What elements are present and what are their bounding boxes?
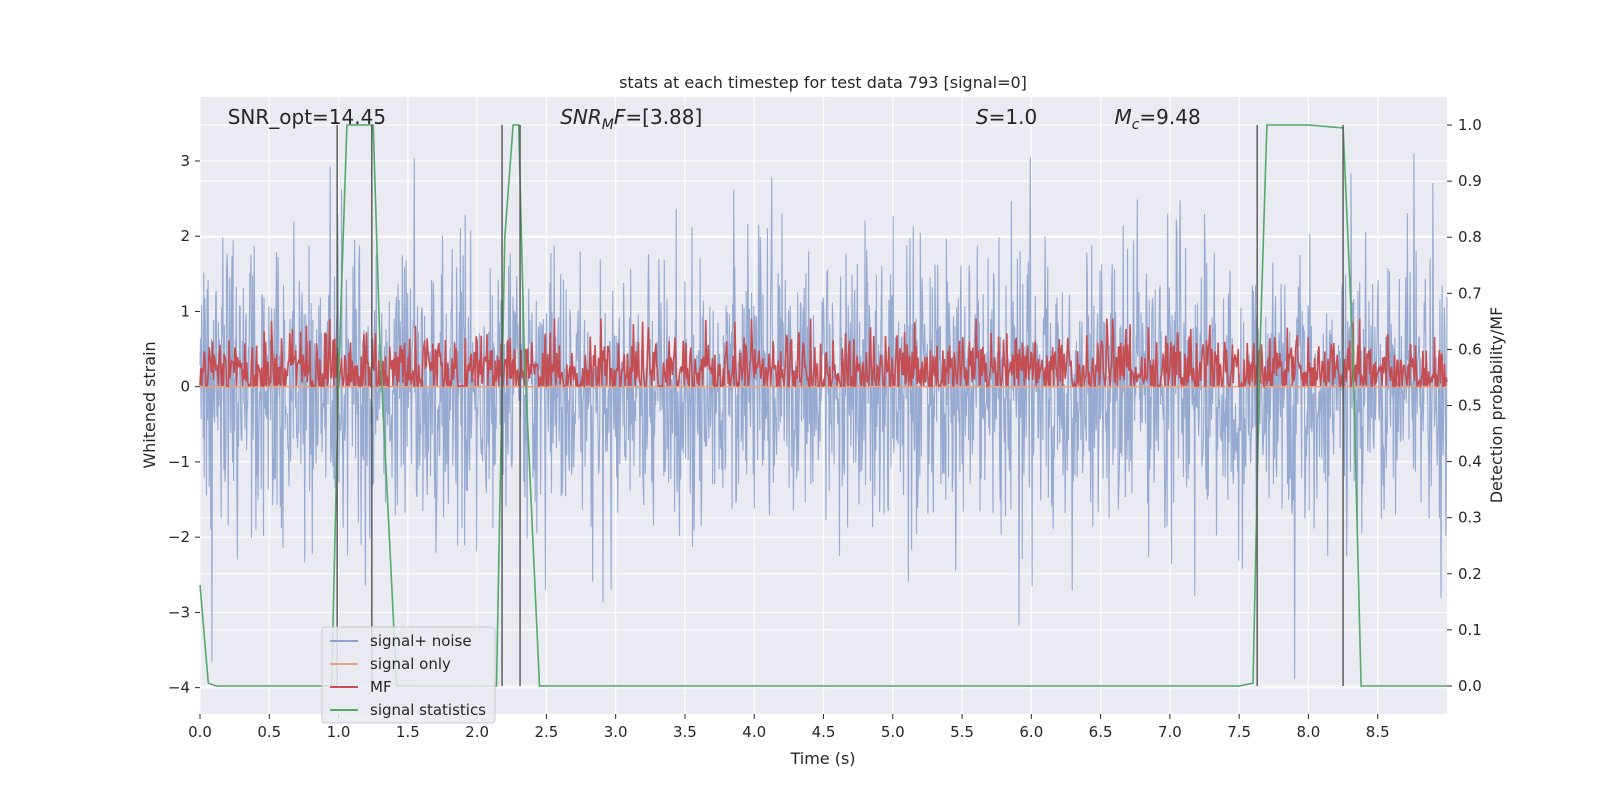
y-right-tick-label: 0.7 — [1458, 284, 1482, 302]
legend: signal+ noise signal only MF signal statist… — [321, 626, 496, 724]
x-tick-label: 5.5 — [950, 723, 974, 741]
x-tick-label: 3.5 — [673, 723, 697, 741]
y-tick-label: −4 — [168, 679, 190, 697]
legend-box — [321, 626, 496, 724]
y-ticks-right: 0.0 0.1 0.2 0.3 0.4 0.5 0.6 0.7 0.8 0.9 1.0 — [1447, 116, 1482, 695]
y-tick-label: 2 — [180, 227, 190, 245]
series-mf — [199, 318, 1448, 389]
grid — [199, 97, 1447, 714]
annotation: SNR_opt=14.45 — [228, 105, 386, 129]
y-tick-label: 0 — [180, 378, 190, 396]
y-right-tick-label: 0.9 — [1458, 172, 1482, 190]
legend-label: signal statistics — [370, 701, 486, 719]
x-tick-label: 4.0 — [742, 723, 766, 741]
series-layer — [199, 124, 1448, 687]
annotations: SNR_opt=14.45 SNRMF=[3.88] S=1.0 Mc=9.48 — [228, 105, 1201, 133]
series-signal-statistics — [199, 124, 1447, 687]
annotation-part: SNR_opt=14.45 — [228, 105, 386, 129]
annotation-part: SNR — [560, 105, 602, 129]
annotation-part: S — [976, 105, 989, 129]
x-tick-label: 8.5 — [1366, 723, 1390, 741]
x-tick-label: 2.0 — [465, 723, 489, 741]
y-right-tick-label: 0.1 — [1458, 621, 1482, 639]
y-right-tick-label: 0.2 — [1458, 565, 1482, 583]
legend-label: signal only — [370, 655, 451, 673]
y-right-tick-label: 0.8 — [1458, 228, 1482, 246]
x-ticks: 0.0 0.5 1.0 1.5 2.0 2.5 3.0 3.5 4.0 4.5 5.0 5.5 6.0 6… — [188, 714, 1390, 741]
y-tick-label: 1 — [180, 302, 190, 320]
y-tick-label: −2 — [168, 528, 190, 546]
x-tick-label: 0.0 — [188, 723, 212, 741]
x-tick-label: 7.0 — [1158, 723, 1182, 741]
y-axis-label: Whitened strain — [140, 341, 159, 468]
x-tick-label: 6.5 — [1089, 723, 1113, 741]
y-right-tick-label: 0.5 — [1458, 397, 1482, 415]
annotation: Mc=9.48 — [1114, 105, 1200, 133]
y-axis-label-right: Detection probability/MF — [1487, 307, 1506, 504]
x-tick-label: 6.0 — [1019, 723, 1043, 741]
y-right-tick-label: 0.0 — [1458, 677, 1482, 695]
x-tick-label: 2.5 — [534, 723, 558, 741]
y-right-tick-label: 0.3 — [1458, 509, 1482, 527]
series-signal-noise — [199, 153, 1448, 679]
y-right-tick-label: 0.4 — [1458, 453, 1482, 471]
x-tick-label: 0.5 — [257, 723, 281, 741]
x-tick-label: 4.5 — [812, 723, 836, 741]
annotation: SNRMF=[3.88] — [560, 105, 702, 133]
y-right-tick-label: 0.6 — [1458, 340, 1482, 358]
annotation-part: =9.48 — [1139, 105, 1200, 129]
annotation: S=1.0 — [976, 105, 1037, 129]
x-axis-label: Time (s) — [789, 749, 855, 768]
x-tick-label: 8.0 — [1297, 723, 1321, 741]
x-tick-label: 1.0 — [327, 723, 351, 741]
vertical-lines — [336, 125, 1344, 686]
y-tick-label: −3 — [168, 603, 190, 621]
annotation-part: F — [614, 105, 626, 129]
y-tick-label: −1 — [168, 453, 190, 471]
y-right-tick-label: 1.0 — [1458, 116, 1482, 134]
legend-label: MF — [370, 678, 392, 696]
x-tick-label: 1.5 — [396, 723, 420, 741]
annotation-part: c — [1132, 117, 1140, 133]
x-tick-label: 3.0 — [604, 723, 628, 741]
annotation-part: =[3.88] — [625, 105, 702, 129]
chart-title: stats at each timestep for test data 793… — [619, 73, 1027, 92]
annotation-part: =1.0 — [989, 105, 1038, 129]
x-tick-label: 5.0 — [881, 723, 905, 741]
y-tick-label: 3 — [180, 152, 190, 170]
x-tick-label: 7.5 — [1227, 723, 1251, 741]
y-ticks: −4 −3 −2 −1 0 1 2 3 — [168, 152, 200, 697]
annotation-part: M — [1114, 105, 1131, 129]
annotation-part: M — [602, 117, 614, 133]
legend-label: signal+ noise — [370, 632, 472, 650]
